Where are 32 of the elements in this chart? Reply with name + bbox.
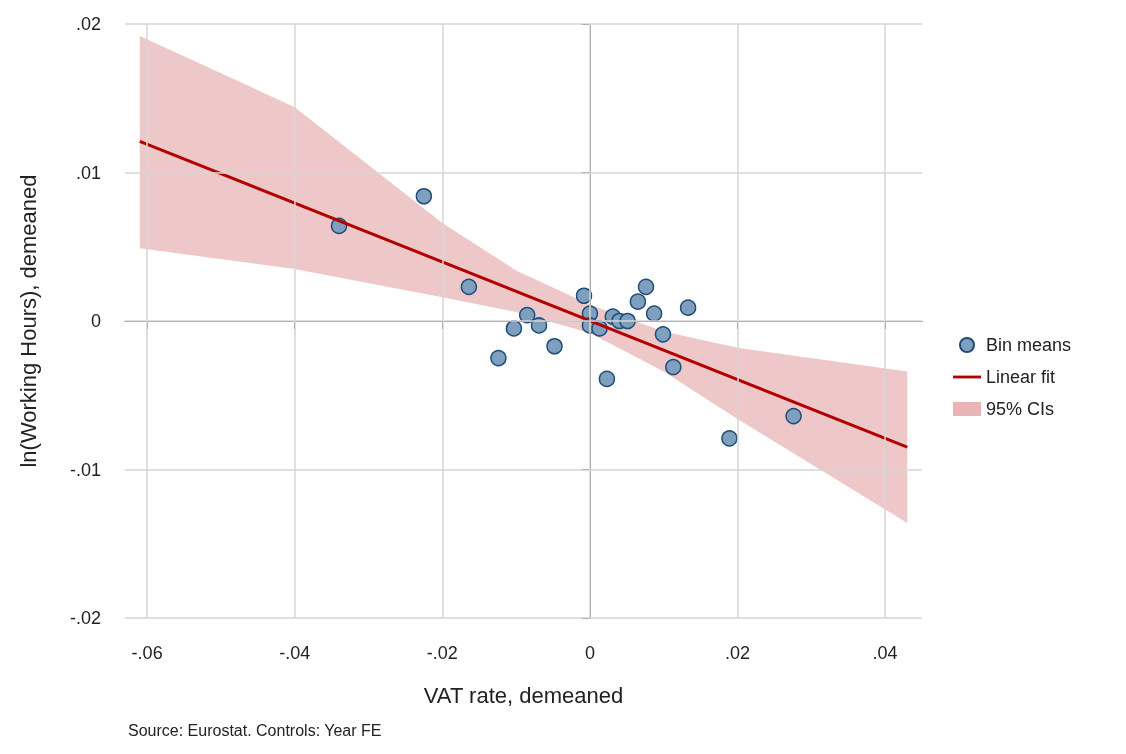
point — [665, 358, 682, 376]
point — [598, 370, 616, 388]
y-tick-label: -.01 — [69, 459, 101, 480]
legend-label: 95% CIs — [986, 399, 1055, 419]
y-tick-label: -.02 — [69, 608, 101, 628]
point — [654, 326, 672, 343]
point — [645, 305, 663, 322]
point — [546, 338, 563, 355]
y-tick-label: .02 — [75, 14, 101, 34]
point — [490, 349, 507, 367]
y-tick-label: .01 — [75, 162, 101, 183]
x-tick-label: .02 — [724, 643, 751, 663]
x-tick-label: -.06 — [131, 643, 163, 663]
x-tick-label: -.04 — [279, 643, 311, 663]
point — [460, 278, 478, 296]
point — [785, 407, 802, 425]
point — [629, 293, 647, 310]
y-axis-title: ln(Working Hours), demeaned — [15, 174, 41, 468]
point — [679, 299, 697, 316]
legend-label: Bin means — [986, 335, 1072, 355]
x-tick-label: 0 — [584, 643, 595, 663]
x-tick-label: -.02 — [426, 643, 458, 663]
point — [505, 320, 523, 337]
source-note: Source: Eurostat. Controls: Year FE — [128, 721, 382, 739]
y-tick-label: 0 — [90, 311, 101, 331]
point — [575, 287, 593, 304]
point — [415, 188, 433, 205]
legend-label: Linear fit — [986, 367, 1056, 387]
point — [637, 278, 655, 296]
x-axis-title: VAT rate, demeaned — [423, 682, 624, 708]
point — [721, 430, 738, 447]
x-tick-label: .04 — [872, 643, 898, 663]
